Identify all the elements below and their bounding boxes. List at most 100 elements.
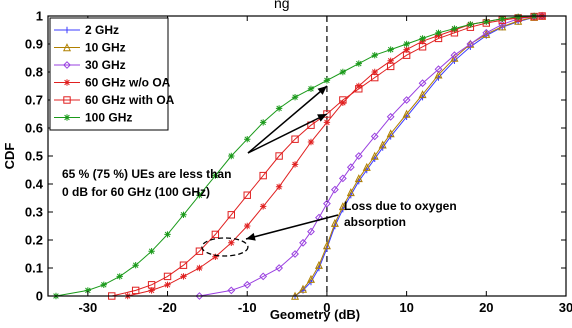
data-point-3-7 — [244, 222, 251, 230]
data-point-4-9 — [259, 171, 267, 180]
legend-entry-0: 2 GHz — [54, 23, 119, 37]
data-point-5-2 — [100, 281, 107, 288]
title-fragment: ng — [274, 0, 290, 11]
data-point-5-23 — [435, 29, 442, 36]
series-0 — [291, 12, 546, 300]
data-point-1-5 — [330, 218, 339, 227]
data-point-3-6 — [228, 239, 235, 246]
data-point-4-4 — [179, 261, 188, 269]
data-point-2-5 — [291, 250, 299, 258]
data-point-4-3 — [163, 272, 172, 281]
y-tick-label: 0.5 — [25, 149, 43, 164]
data-point-2-10 — [330, 185, 339, 194]
data-point-3-16 — [387, 57, 394, 64]
legend-entry-2: 30 GHz — [54, 58, 126, 72]
x-tick-label: 0 — [323, 300, 330, 315]
data-point-5-18 — [355, 60, 362, 67]
data-point-5-15 — [307, 85, 315, 92]
data-point-2-18 — [434, 65, 443, 74]
data-point-3-10 — [291, 161, 299, 168]
data-point-2-21 — [482, 28, 491, 37]
data-point-2-6 — [299, 238, 307, 247]
data-point-4-15 — [355, 85, 363, 93]
data-point-4-17 — [386, 62, 395, 71]
legend-marker — [62, 43, 72, 52]
data-point-5-12 — [259, 119, 267, 126]
y-tick-label: 0.8 — [25, 65, 43, 80]
annotation-text-line: absorption — [344, 215, 406, 229]
data-point-4-19 — [418, 43, 427, 51]
data-point-2-11 — [338, 174, 347, 183]
x-tick-label: -10 — [238, 300, 257, 315]
data-point-2-14 — [370, 132, 379, 141]
data-point-1-4 — [322, 241, 331, 250]
legend-entry-3: 60 GHz w/o OA — [54, 76, 171, 90]
axes: -30 -20 -10 0 10 20 30 0 0.1 0.2 0.3 0.4 0.5 0.6 0.7 0.… — [2, 9, 572, 323]
data-point-4-7 — [227, 211, 235, 219]
annotation-arrow-oxygen — [245, 214, 339, 240]
series-2 — [195, 12, 546, 300]
data-point-5-1 — [84, 287, 92, 294]
legend-label: 2 GHz — [85, 23, 119, 37]
data-point-2-0 — [195, 292, 204, 300]
data-point-5-7 — [180, 211, 187, 218]
y-tick-label: 0.4 — [25, 177, 44, 192]
data-point-5-3 — [116, 273, 123, 280]
annotation-arrow-oxygen-head — [246, 232, 256, 241]
y-tick-label: 1 — [36, 9, 43, 24]
data-point-5-27 — [499, 15, 506, 22]
legend-entry-5: 100 GHz — [54, 111, 132, 125]
data-point-5-28 — [514, 13, 522, 21]
plot-area — [52, 11, 547, 300]
annotations: 65 % (75 %) UEs are less than 0 dB for 60… — [62, 85, 457, 257]
data-point-2-17 — [418, 79, 427, 88]
data-point-3-5 — [212, 253, 219, 260]
data-point-3-3 — [180, 273, 187, 280]
x-axis-label: Geometry (dB) — [270, 307, 360, 322]
legend-box — [49, 17, 169, 131]
annotation-arrow-60ghz — [247, 113, 328, 154]
legend-marker — [63, 79, 71, 86]
data-point-2-9 — [323, 199, 331, 208]
data-point-2-8 — [315, 213, 323, 222]
legend-entry-4: 60 GHz with OA — [54, 93, 175, 107]
data-point-3-17 — [403, 46, 410, 53]
data-point-5-9 — [212, 172, 219, 179]
data-point-1-2 — [306, 274, 315, 283]
data-point-4-13 — [323, 110, 331, 118]
data-point-1-11 — [378, 140, 387, 149]
data-point-5-5 — [148, 248, 155, 255]
y-tick-label: 0.9 — [25, 37, 43, 52]
data-point-1-7 — [346, 188, 355, 197]
data-point-1-13 — [402, 109, 411, 118]
data-point-2-15 — [386, 112, 395, 121]
data-point-3-8 — [259, 203, 267, 210]
y-tick-label: 0.6 — [25, 121, 43, 136]
annotation-text-line: 65 % (75 %) UEs are less than — [62, 167, 231, 181]
data-point-2-7 — [307, 227, 315, 236]
y-tick-label: 0 — [36, 289, 43, 304]
data-point-5-14 — [291, 94, 299, 101]
data-point-1-15 — [434, 70, 443, 79]
series-1 — [291, 11, 547, 300]
data-point-1-6 — [338, 202, 347, 211]
data-point-2-16 — [402, 96, 411, 104]
data-point-2-12 — [346, 163, 355, 172]
data-point-2-4 — [275, 264, 284, 272]
data-point-5-26 — [483, 18, 490, 25]
data-point-5-6 — [164, 231, 171, 238]
data-point-3-11 — [307, 138, 315, 146]
data-point-4-5 — [195, 247, 204, 255]
legend-entry-1: 10 GHz — [54, 41, 126, 55]
data-point-3-12 — [323, 119, 331, 126]
data-point-4-8 — [243, 191, 251, 199]
x-tick-label: 10 — [399, 300, 413, 315]
data-point-4-11 — [291, 135, 299, 143]
data-point-3-9 — [275, 183, 283, 190]
data-point-5-19 — [371, 52, 378, 59]
data-point-5-22 — [419, 35, 426, 42]
series-line-3 — [127, 15, 543, 297]
data-point-4-6 — [211, 230, 220, 239]
data-point-5-16 — [323, 77, 331, 84]
